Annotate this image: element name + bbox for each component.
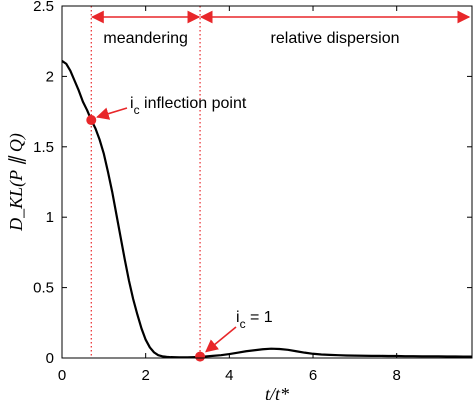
x-tick-label: 2 — [142, 367, 150, 384]
highlight-point — [86, 115, 97, 126]
y-tick-label: 1 — [46, 209, 54, 226]
annotations-layer: ic inflection point ic = 1 — [96, 95, 273, 353]
y-tick-label: 1.5 — [33, 139, 54, 156]
y-tick-label: 0 — [46, 350, 54, 367]
x-tick-label: 4 — [225, 367, 233, 384]
x-axis-label: t/t* — [265, 384, 289, 404]
x-tick-label: 6 — [309, 367, 317, 384]
x-axis-ticks: 0 2 4 6 8 — [58, 6, 401, 384]
highlight-point — [195, 351, 206, 362]
y-axis-label-group: D_KL(P ∥ Q) — [6, 133, 27, 232]
annotation-arrow — [96, 107, 128, 120]
y-tick-label: 2 — [46, 68, 54, 85]
series-line — [61, 59, 472, 359]
x-tick-label: 0 — [58, 367, 66, 384]
x-axis-label-group: t/t* — [265, 384, 289, 404]
y-tick-label: 2.5 — [33, 0, 54, 15]
series-layer — [61, 59, 472, 359]
region-label: relative dispersion — [271, 30, 400, 47]
y-axis-ticks: 0 0.5 1 1.5 2 2.5 — [33, 0, 472, 367]
annotation-arrow — [205, 326, 237, 353]
plot-frame — [61, 5, 473, 359]
region-label: meandering — [103, 30, 188, 47]
vlines-layer — [90, 6, 201, 358]
points-layer — [86, 115, 206, 362]
annotation-label: ic = 1 — [236, 309, 273, 331]
y-axis-label: D_KL(P ∥ Q) — [6, 133, 27, 232]
y-tick-label: 0.5 — [33, 280, 54, 297]
x-tick-label: 8 — [393, 367, 401, 384]
annotation-label: ic inflection point — [130, 95, 247, 117]
regions-layer: meandering relative dispersion — [91, 10, 471, 47]
